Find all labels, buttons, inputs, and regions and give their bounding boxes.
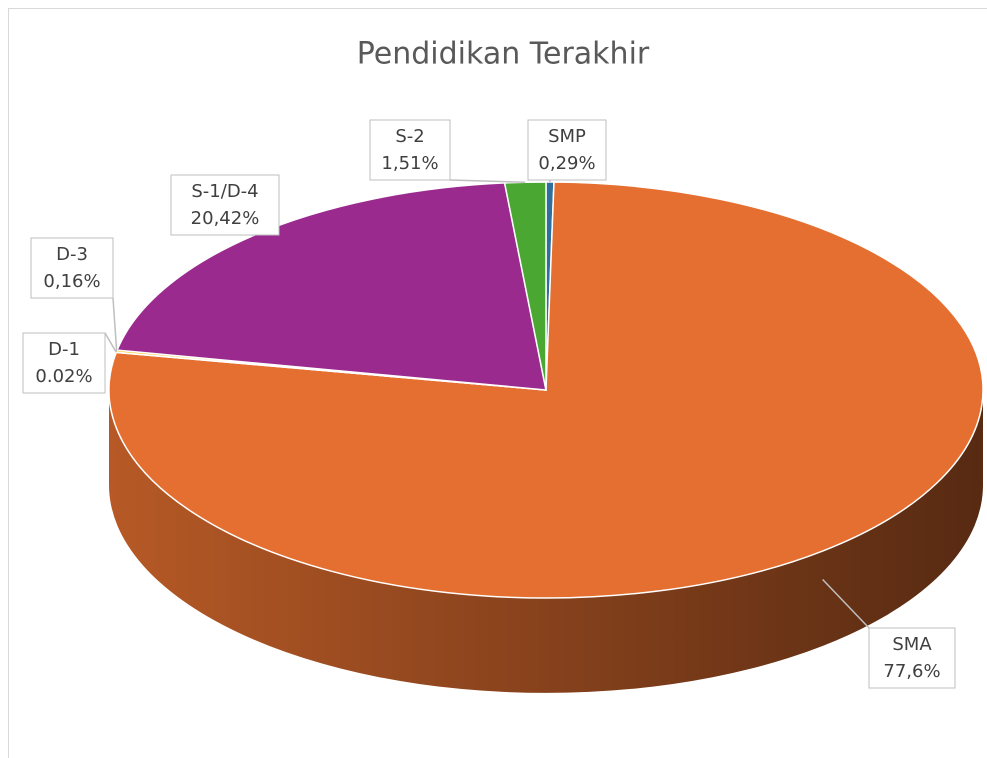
label-name: S-1/D-4 (191, 181, 258, 202)
label-name: S-2 (395, 126, 424, 147)
label-box (369, 119, 451, 181)
label-name: D-3 (56, 244, 88, 265)
leader-line (104, 332, 117, 353)
label-name: SMA (892, 634, 932, 655)
label-box (527, 119, 607, 181)
label-box (22, 332, 106, 394)
data-label: 0,16% (43, 271, 100, 292)
leader-line (822, 578, 870, 629)
label-box (30, 237, 114, 299)
data-label: 0,29% (538, 153, 595, 174)
label-name: D-1 (48, 339, 80, 360)
label-box (170, 174, 280, 236)
data-label: 0.02% (35, 366, 92, 387)
chart-title: Pendidikan Terakhir (357, 37, 650, 72)
slice (116, 182, 547, 391)
slice-side (109, 390, 983, 693)
label-box (868, 627, 956, 689)
data-label: 20,42% (191, 208, 260, 229)
leader-line (449, 179, 526, 183)
data-label: 77,6% (883, 661, 940, 682)
label-name: SMP (548, 126, 586, 147)
leader-line (112, 297, 118, 352)
data-label: 1,51% (381, 153, 438, 174)
